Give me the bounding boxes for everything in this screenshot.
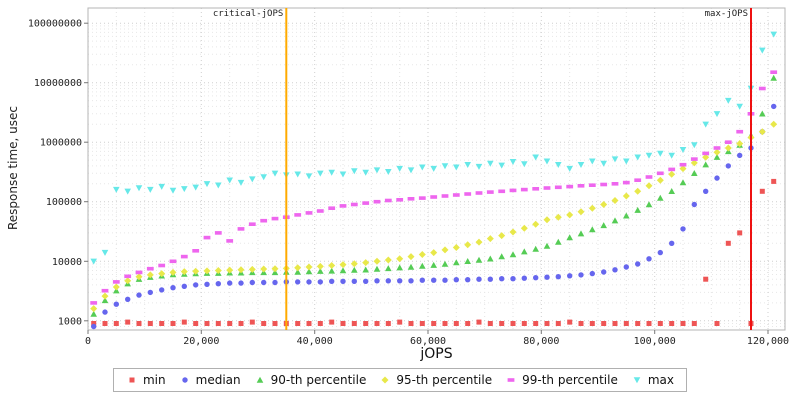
plot-frame: [87, 7, 786, 331]
x-axis: 0 20,000 40,000 60,000 80,000 100,000 120,000: [85, 330, 789, 346]
legend-marker-icon: [256, 376, 263, 383]
svg-text:40,000: 40,000: [297, 336, 333, 346]
legend-item-max: max: [631, 373, 674, 387]
legend-marker-icon: [507, 378, 515, 382]
legend-marker-icon: [181, 377, 188, 383]
x-axis-title: jOPS: [420, 346, 453, 362]
vline-critical-jOPS: critical-jOPS: [213, 8, 288, 330]
legend-label: 95-th percentile: [396, 373, 493, 387]
svg-text:100000000: 100000000: [28, 19, 82, 30]
svg-text:max-jOPS: max-jOPS: [705, 9, 748, 19]
series-95-th-percentile: [90, 120, 778, 313]
series-99-th-percentile: [90, 70, 778, 305]
svg-text:120,000: 120,000: [747, 336, 789, 346]
legend-marker-icon: [633, 377, 641, 384]
legend-item-90-th-percentile: 90-th percentile: [254, 373, 367, 387]
series-min: [91, 178, 777, 326]
legend-label: 99-th percentile: [522, 373, 618, 387]
gridlines-major: [87, 8, 785, 330]
svg-text:20,000: 20,000: [183, 336, 219, 346]
svg-text:10000000: 10000000: [34, 78, 82, 89]
svg-text:1000000: 1000000: [40, 138, 82, 149]
svg-text:100,000: 100,000: [634, 336, 676, 346]
svg-text:1000: 1000: [58, 316, 82, 327]
svg-text:60,000: 60,000: [410, 336, 446, 346]
vline-max-jOPS: max-jOPS: [705, 8, 752, 330]
legend-item-95-th-percentile: 95-th percentile: [379, 373, 492, 387]
svg-text:80,000: 80,000: [523, 336, 559, 346]
legend-box: min median 90-th percentile 95-th percentil…: [112, 368, 688, 392]
legend-label: 90-th percentile: [270, 373, 367, 387]
legend-item-99-th-percentile: 99-th percentile: [505, 373, 618, 387]
svg-text:100000: 100000: [46, 197, 82, 208]
legend-marker-icon: [381, 376, 389, 384]
svg-text:0: 0: [85, 336, 91, 346]
gridlines-minor: [88, 8, 785, 330]
svg-text:critical-jOPS: critical-jOPS: [213, 9, 283, 19]
series-median: [91, 103, 777, 330]
legend-label: median: [195, 373, 241, 387]
legend-marker-icon: [129, 377, 135, 383]
svg-text:10000: 10000: [52, 257, 82, 268]
series-max: [90, 31, 777, 265]
legend-item-min: min: [126, 373, 166, 387]
legend-label: min: [142, 373, 166, 387]
legend: min median 90-th percentile 95-th percentil…: [0, 368, 800, 392]
plot-area: 0 20,000 40,000 60,000 80,000 100,000 120,000 1…: [28, 7, 789, 346]
legend-item-median: median: [179, 373, 241, 387]
y-axis: 1000 10000 100000 1000000 10000000 100000000: [28, 19, 88, 327]
legend-label: max: [647, 373, 675, 387]
